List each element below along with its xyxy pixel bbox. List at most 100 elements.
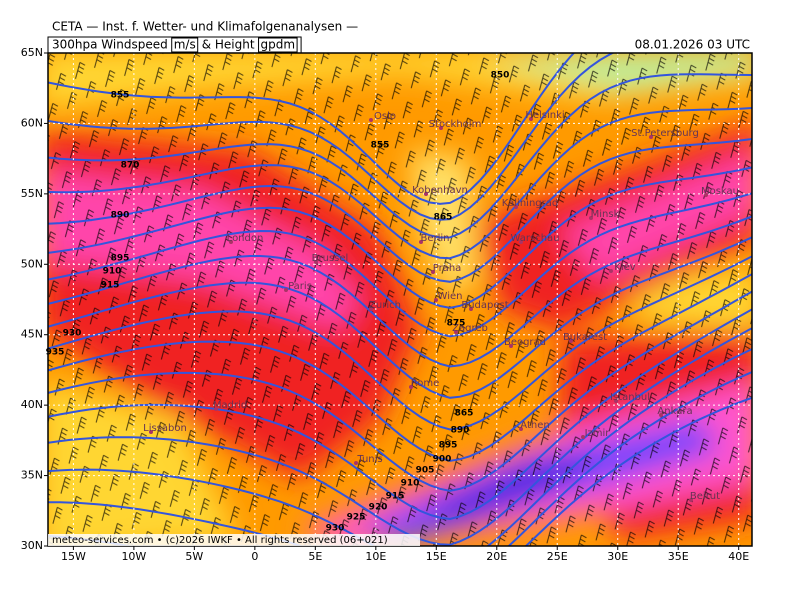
city-dot [419, 240, 423, 244]
y-tick-label: 65N [21, 46, 43, 59]
city-label: Brussel [312, 253, 349, 264]
contour-label: 890 [111, 211, 130, 221]
city-dot [614, 399, 618, 403]
contour-label: 920 [369, 503, 388, 513]
x-tick-label: 5E [308, 550, 322, 563]
contour-label: 935 [46, 348, 65, 358]
contour-label: 905 [416, 466, 435, 476]
city-label: Kiev [614, 262, 635, 273]
height-contour [48, 137, 752, 283]
height-contour [48, 53, 615, 221]
y-tick-label: 45N [21, 328, 43, 341]
unit-box [258, 37, 298, 53]
x-tick-label: 25E [547, 550, 568, 563]
header: CETA — Inst. f. Wetter- und Klimafolgena… [52, 20, 358, 34]
height-contour [48, 347, 752, 546]
city-dot [434, 298, 438, 302]
city-label: Praha [433, 263, 462, 274]
city-label: Rome [411, 378, 440, 389]
city-dot [704, 193, 708, 197]
contour-label: 875 [447, 319, 466, 329]
city-dot [369, 118, 373, 122]
height-contour [48, 370, 752, 546]
contour-label: 865 [455, 409, 474, 419]
city-dot [514, 205, 518, 209]
contour-label: 890 [451, 426, 470, 436]
city-label: Tunis [356, 454, 382, 465]
height-contour [48, 192, 752, 338]
date: 08.01.2026 03 UTC [635, 38, 750, 52]
map-title: 300hpa Windspeed m/s & Height gpdm [47, 36, 302, 54]
city-label: Lissabon [143, 423, 187, 434]
city-label: Oslo [374, 111, 396, 122]
height-contour [48, 236, 752, 399]
city-label: Zurich [369, 300, 401, 311]
city-dot [569, 339, 573, 343]
city-dot [409, 385, 413, 389]
city-label: Athen [520, 420, 549, 431]
city-label: Budapest [461, 300, 508, 311]
x-tick-label: 30E [607, 550, 628, 563]
contour-label: 930 [326, 524, 345, 534]
city-dot [519, 240, 523, 244]
contour-label: 865 [434, 213, 453, 223]
city-label: Bukarest [563, 332, 607, 343]
height-contour [48, 106, 752, 260]
x-tick-label: 15W [61, 550, 86, 563]
city-dot [519, 427, 523, 431]
x-tick-label: 5W [185, 550, 203, 563]
city-label: Paris [288, 281, 312, 292]
footer-bg [48, 534, 420, 546]
x-tick-label: 15E [426, 550, 447, 563]
unit-box [171, 37, 199, 53]
contour-label: 910 [103, 267, 122, 277]
footer: meteo-services.com • (c)2026 IWKF • All … [52, 535, 388, 546]
x-tick-label: 20E [486, 550, 507, 563]
city-label: London [227, 233, 264, 244]
height-contour [48, 396, 752, 546]
contour-label: 870 [121, 161, 140, 171]
city-dot [354, 461, 358, 465]
contour-label: 915 [101, 281, 120, 291]
city-dot [214, 407, 218, 411]
height-contour [48, 166, 752, 309]
city-label: Kobenhavn [412, 185, 468, 196]
title-part: & Height [202, 38, 255, 52]
city-dot [149, 430, 153, 434]
city-label: Kaliningrad [502, 198, 558, 209]
city-label: Ankara [657, 406, 692, 417]
city-label: Moskau [701, 186, 739, 197]
contour-label: 850 [491, 71, 510, 81]
contour-label: 855 [111, 91, 130, 101]
city-dot [439, 126, 443, 130]
contour-label: 895 [111, 254, 130, 264]
y-tick-label: 55N [21, 187, 43, 200]
contour-label: 910 [401, 479, 420, 489]
height-contour [48, 215, 752, 368]
city-dot [581, 435, 585, 439]
city-dot [454, 330, 458, 334]
city-dot [229, 240, 233, 244]
contour-label: 925 [347, 513, 366, 523]
contour-label: 930 [63, 329, 82, 339]
contour-label: 900 [433, 455, 452, 465]
height-contour [48, 53, 576, 205]
city-label: Izmir [585, 428, 611, 439]
x-tick-label: 35E [668, 550, 689, 563]
city-dot [431, 270, 435, 274]
city-dot [649, 135, 653, 139]
city-dot [509, 344, 513, 348]
city-label: Berlin [420, 233, 449, 244]
city-label: Istanbul [610, 392, 650, 403]
contour-label: 915 [386, 492, 405, 502]
height-contour [48, 327, 752, 546]
city-label: Helsinki [525, 110, 564, 121]
city-label: Wien [438, 291, 463, 302]
title-part: 300hpa Windspeed [52, 38, 168, 52]
city-dot [284, 288, 288, 292]
x-tick-label: 10E [365, 550, 386, 563]
title-part: m/s [174, 38, 196, 52]
y-tick-label: 40N [21, 398, 43, 411]
city-dot [369, 307, 373, 311]
